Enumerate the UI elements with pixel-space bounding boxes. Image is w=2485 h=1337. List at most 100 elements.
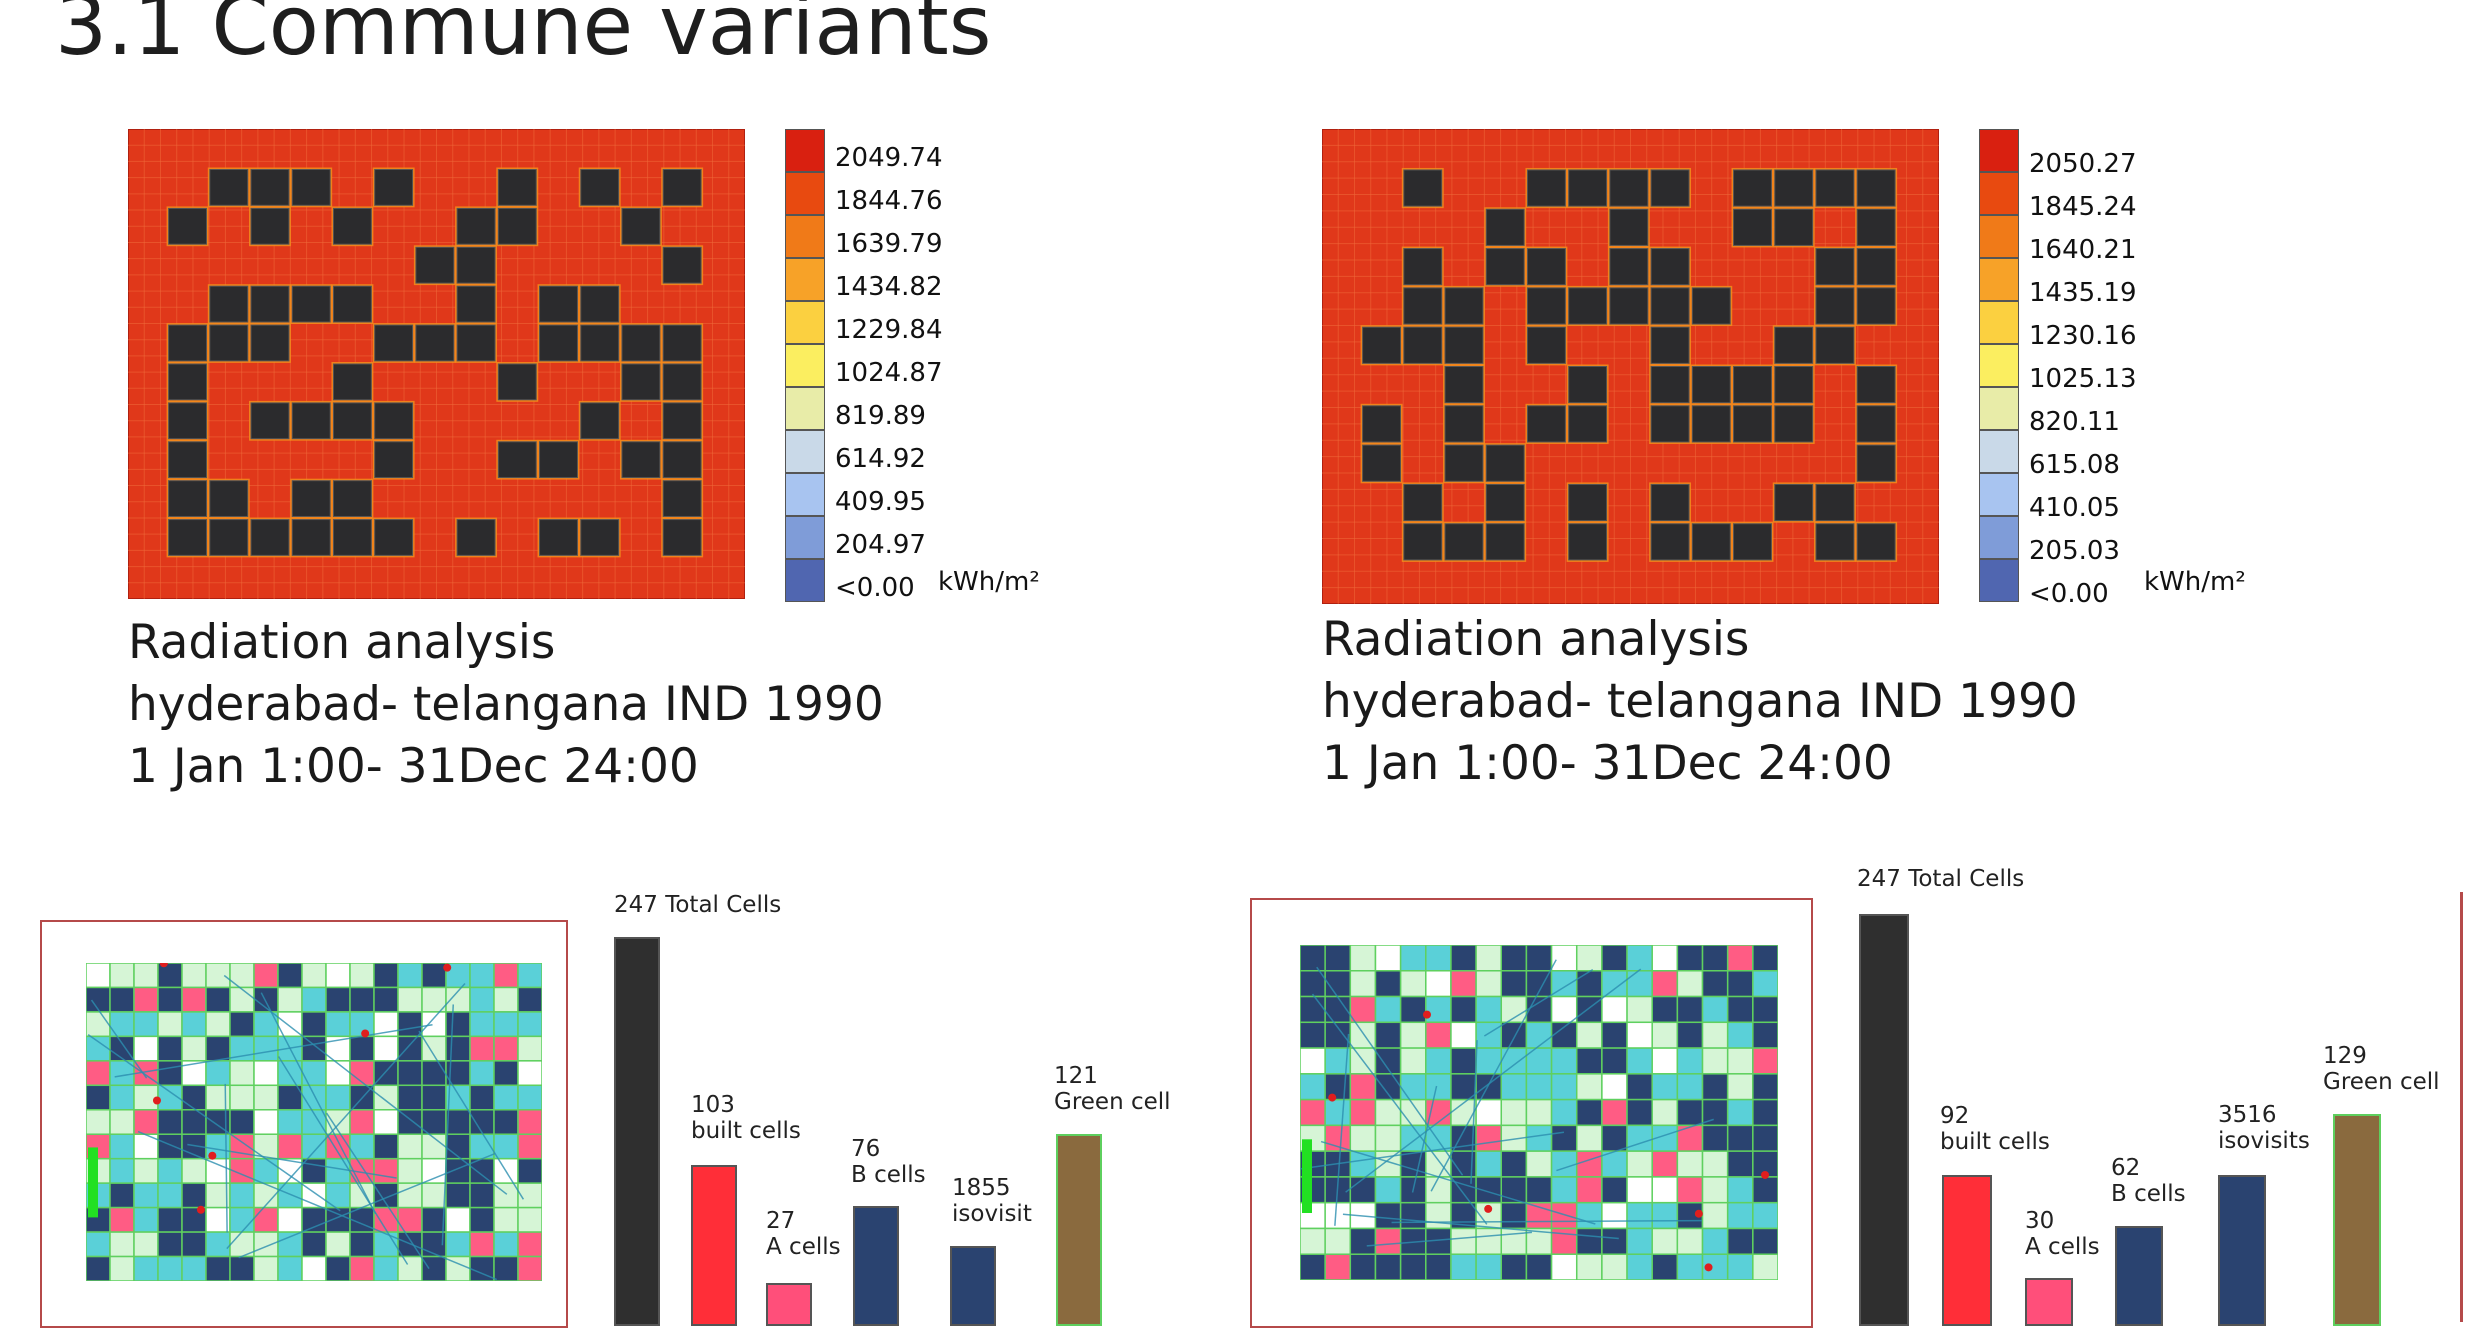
green-cell bbox=[229, 963, 255, 989]
built-cell bbox=[1752, 1098, 1778, 1127]
built-cell bbox=[469, 1206, 495, 1233]
building-block bbox=[415, 324, 455, 362]
built-cell bbox=[1575, 1047, 1603, 1075]
isovisit-text: isovisits bbox=[2218, 1128, 2310, 1154]
isovist-cell bbox=[133, 1011, 159, 1038]
open-cell bbox=[1626, 1021, 1653, 1049]
a-cell bbox=[1752, 1047, 1778, 1075]
a-cell bbox=[517, 1231, 542, 1258]
green-cell bbox=[397, 1182, 423, 1209]
building-block bbox=[1815, 169, 1855, 207]
isovist-cell bbox=[1626, 1227, 1653, 1255]
building-block bbox=[580, 324, 620, 362]
built-cell bbox=[301, 1035, 327, 1062]
building-block bbox=[1856, 523, 1896, 561]
isovist-cell bbox=[1651, 1073, 1679, 1101]
open-cell bbox=[1651, 1047, 1679, 1075]
green-cell bbox=[517, 1182, 542, 1209]
green-cell bbox=[1575, 945, 1603, 972]
built-cell bbox=[157, 1060, 183, 1087]
open-cell bbox=[301, 1255, 327, 1281]
isovist-cell bbox=[109, 1084, 135, 1111]
green-cell bbox=[1450, 1227, 1477, 1255]
isovist-cell bbox=[1475, 1150, 1503, 1178]
isovist-cell bbox=[1425, 945, 1452, 972]
open-cell bbox=[1626, 1176, 1653, 1204]
building-block bbox=[456, 519, 496, 556]
building-block bbox=[497, 363, 537, 401]
building-block bbox=[1362, 444, 1402, 482]
built-cell bbox=[1626, 1073, 1653, 1101]
built-cell bbox=[205, 1255, 231, 1281]
a-cell bbox=[1601, 1098, 1628, 1127]
built-cell bbox=[181, 1231, 207, 1258]
built-cell bbox=[1525, 945, 1553, 972]
radiation-legend-2: 2050.27 1845.24 1640.21 1435.19 1230.16 … bbox=[1979, 129, 2209, 607]
isovist-cell bbox=[1500, 1073, 1528, 1101]
legend-swatch bbox=[785, 129, 825, 172]
legend-swatch bbox=[1979, 516, 2019, 559]
a-cells-bar-1 bbox=[766, 1283, 812, 1326]
open-cell bbox=[1601, 1201, 1628, 1230]
green-cell bbox=[1651, 1227, 1679, 1255]
built-cell bbox=[349, 1231, 375, 1258]
legend-swatch bbox=[785, 215, 825, 258]
isovist-cell bbox=[133, 1182, 159, 1209]
building-block bbox=[168, 480, 208, 517]
built-cell bbox=[397, 1011, 423, 1038]
green-cell bbox=[205, 963, 231, 989]
built-cell bbox=[1450, 1073, 1477, 1101]
isovist-ray bbox=[418, 1030, 525, 1200]
built-cell bbox=[1324, 1021, 1352, 1049]
building-block bbox=[374, 324, 414, 362]
built-cell bbox=[1752, 1176, 1778, 1204]
built-cell bbox=[517, 986, 542, 1013]
b-cells-value: 76 bbox=[851, 1136, 881, 1162]
building-block bbox=[1485, 444, 1525, 482]
built-cell bbox=[1601, 945, 1628, 972]
building-block bbox=[1815, 248, 1855, 286]
isovist-ray bbox=[277, 1056, 409, 1265]
b-cells-text: B cells bbox=[2111, 1181, 2186, 1207]
building-block bbox=[291, 402, 331, 440]
built-cell bbox=[1701, 970, 1729, 998]
built-cell bbox=[1726, 1124, 1754, 1152]
isovist-cell bbox=[373, 1255, 399, 1281]
a-cell bbox=[1349, 1073, 1377, 1101]
caption-line: hyderabad- telangana IND 1990 bbox=[1322, 674, 2078, 729]
building-block bbox=[621, 324, 661, 362]
building-block bbox=[291, 519, 331, 556]
isovist-cell bbox=[277, 1109, 303, 1135]
built-cell bbox=[1601, 1227, 1628, 1255]
built-cell bbox=[1300, 945, 1326, 972]
building-block bbox=[539, 441, 578, 479]
caption-line: hyderabad- telangana IND 1990 bbox=[128, 677, 884, 732]
building-block bbox=[1815, 483, 1855, 522]
green-cell bbox=[1475, 1227, 1503, 1255]
built-cell bbox=[1500, 1176, 1528, 1204]
built-cell bbox=[493, 1255, 519, 1281]
a-cell bbox=[1324, 1253, 1352, 1280]
building-block bbox=[539, 324, 578, 362]
green-cell bbox=[1425, 1201, 1452, 1230]
open-cell bbox=[1651, 1176, 1679, 1204]
building-block bbox=[456, 285, 496, 323]
building-block bbox=[374, 169, 414, 206]
a-cell bbox=[1651, 1150, 1679, 1178]
open-cell bbox=[1450, 1021, 1477, 1049]
isovist-cell bbox=[1550, 1047, 1578, 1075]
a-cells-label-2: 30 A cells bbox=[2025, 1208, 2100, 1260]
isovist-cell bbox=[1626, 1201, 1653, 1230]
isovist-cell bbox=[1374, 995, 1402, 1024]
isovist-cell bbox=[301, 1084, 327, 1111]
a-cell bbox=[517, 1133, 542, 1160]
green-cell bbox=[109, 1109, 135, 1135]
b-cells-bar-2 bbox=[2115, 1226, 2163, 1326]
isovist-cell bbox=[1676, 1073, 1704, 1101]
built-cell bbox=[445, 1035, 471, 1062]
isovist-cell bbox=[493, 1011, 519, 1038]
a-cell bbox=[493, 1035, 519, 1062]
green-cell bbox=[277, 986, 303, 1013]
building-block bbox=[250, 207, 290, 245]
a-cell bbox=[1450, 970, 1477, 998]
